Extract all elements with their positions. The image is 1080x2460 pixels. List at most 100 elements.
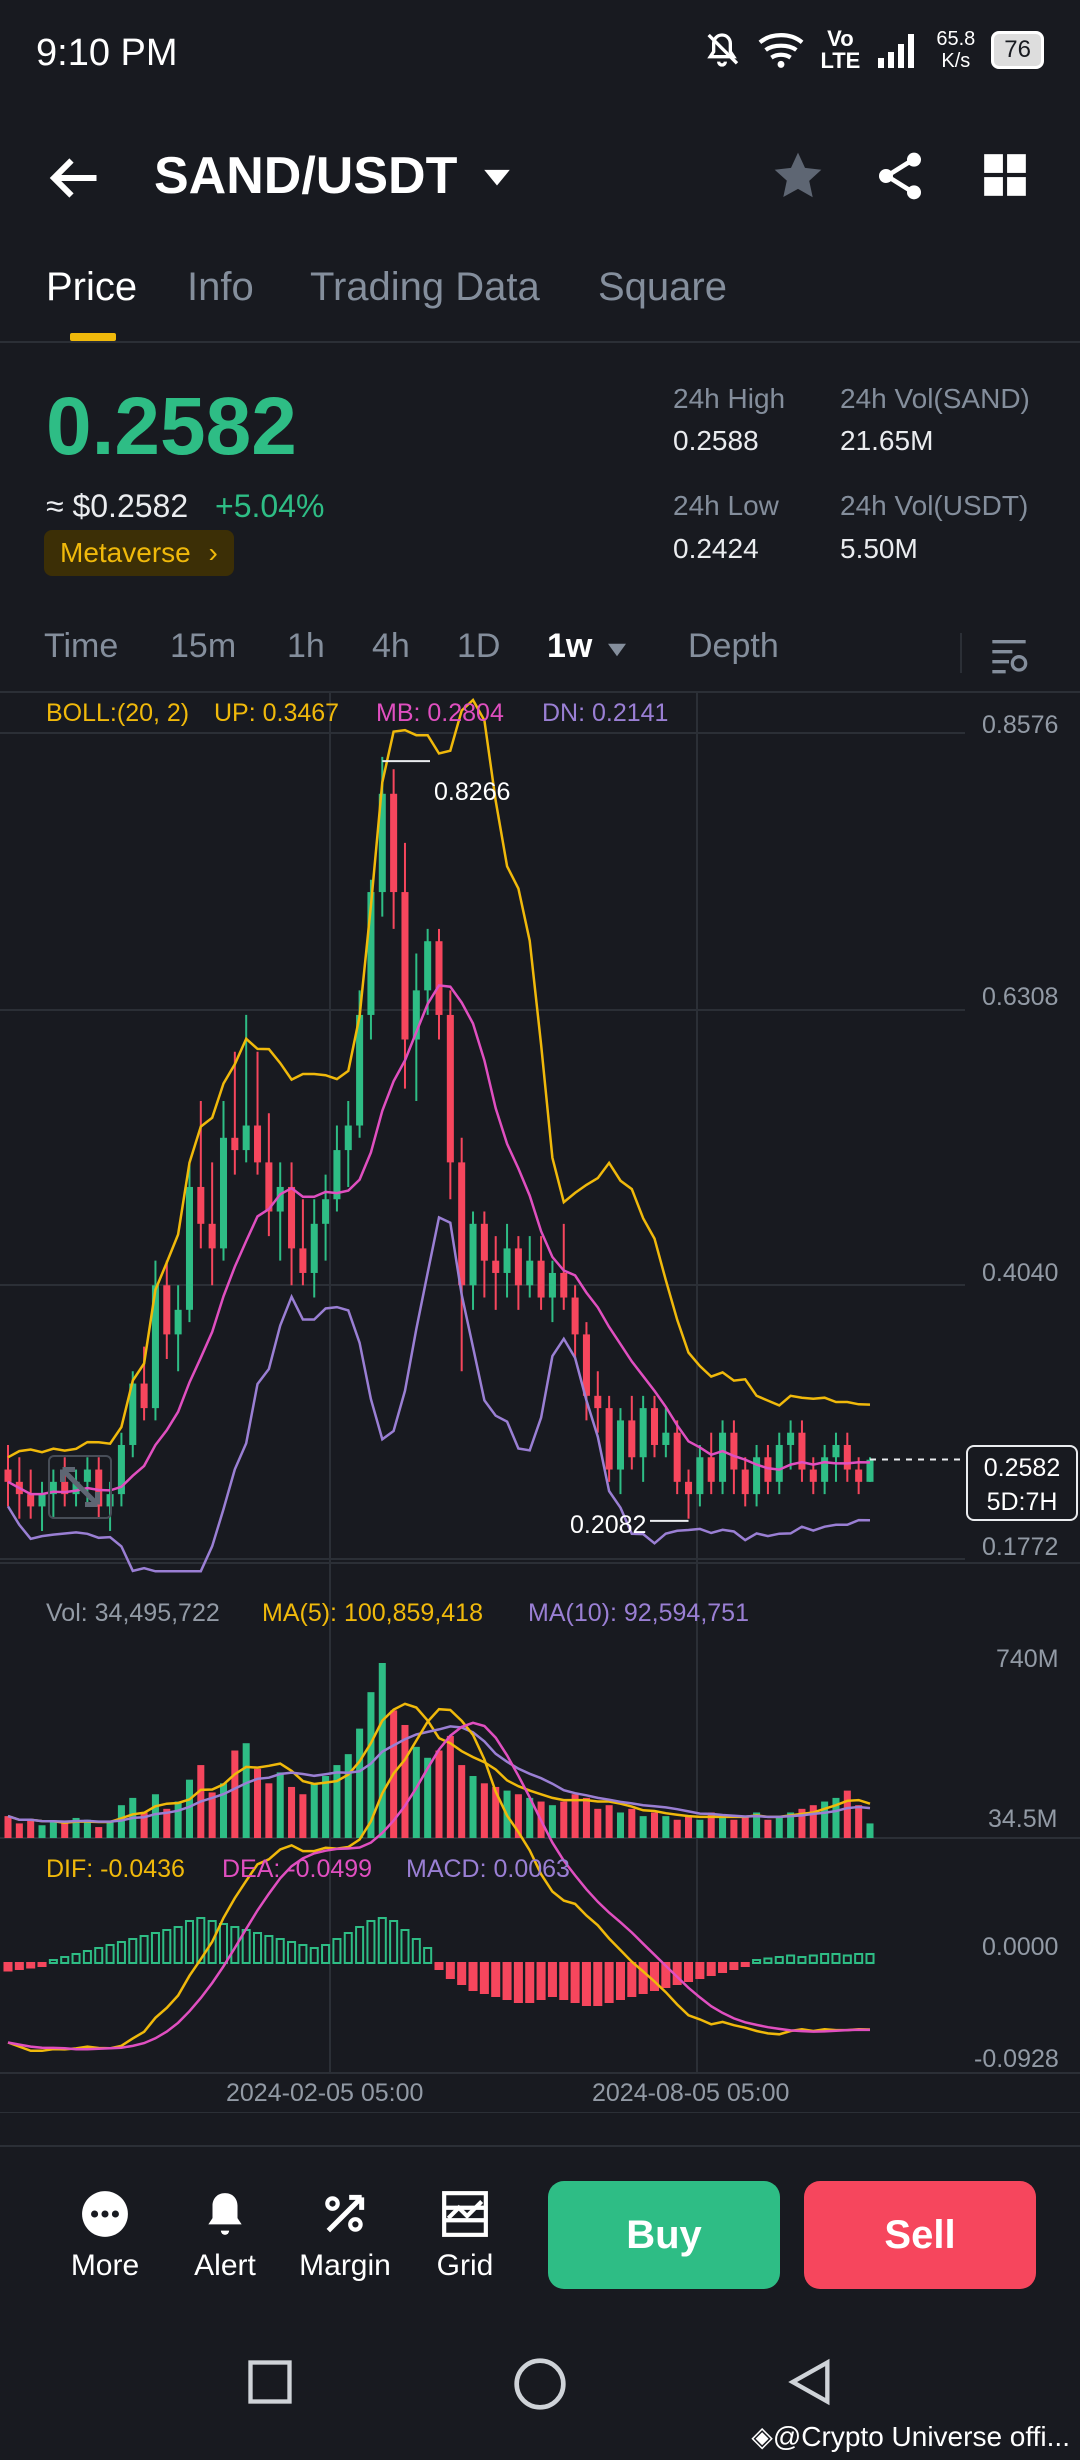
macd-histogram-bar bbox=[491, 1962, 501, 1997]
interval-caret-icon[interactable] bbox=[606, 641, 628, 659]
volume-bar bbox=[526, 1797, 534, 1838]
boll-up: UP: 0.3467 bbox=[214, 699, 340, 727]
volume-bar bbox=[49, 1821, 57, 1838]
macd-histogram-bar bbox=[173, 1926, 183, 1964]
macd-histogram-bar bbox=[366, 1920, 376, 1964]
macd-histogram-bar bbox=[377, 1917, 387, 1964]
grid-menu-icon[interactable] bbox=[980, 150, 1030, 200]
vol-quote-value: 5.50M bbox=[840, 533, 918, 564]
candle-body bbox=[469, 1223, 477, 1286]
watermark-text: @Crypto Universe offi... bbox=[772, 2421, 1070, 2452]
tab-price[interactable]: Price bbox=[46, 265, 138, 309]
candle-body bbox=[571, 1297, 579, 1335]
macd-histogram-bar bbox=[536, 1962, 546, 2000]
volume-bar bbox=[265, 1783, 273, 1838]
volume-bar bbox=[696, 1819, 704, 1838]
volume-bar bbox=[242, 1743, 250, 1838]
interval-depth[interactable]: Depth bbox=[688, 627, 779, 665]
volume-bar bbox=[832, 1797, 840, 1838]
low-marker: 0.2082 bbox=[570, 1511, 647, 1539]
candle-body bbox=[741, 1469, 749, 1495]
share-icon[interactable] bbox=[872, 148, 928, 204]
volume-bar bbox=[254, 1768, 262, 1838]
buy-button[interactable]: Buy bbox=[548, 2181, 780, 2289]
macd-histogram-bar bbox=[718, 1962, 728, 1973]
grid-label: Grid bbox=[436, 2249, 494, 2282]
grid-trading-icon bbox=[442, 2191, 488, 2237]
grid-button[interactable]: Grid bbox=[410, 2189, 520, 2283]
back-arrow-icon[interactable] bbox=[44, 148, 104, 208]
volume-bar bbox=[809, 1805, 817, 1838]
volume-bar bbox=[140, 1812, 148, 1838]
volume-bar bbox=[435, 1750, 443, 1838]
macd-histogram-bar bbox=[3, 1962, 13, 1972]
macd-histogram-bar bbox=[139, 1935, 149, 1964]
pair-title[interactable]: SAND/USDT bbox=[154, 147, 458, 205]
candle-body bbox=[719, 1432, 727, 1482]
macd-histogram-bar bbox=[400, 1929, 410, 1964]
candle-body bbox=[367, 892, 375, 1015]
more-label: More bbox=[70, 2249, 140, 2282]
interval-1w[interactable]: 1w bbox=[547, 627, 593, 665]
margin-button[interactable]: Margin bbox=[290, 2189, 400, 2283]
boll-dn: DN: 0.2141 bbox=[542, 699, 669, 727]
kline-chart[interactable]: BOLL:(20, 2) UP: 0.3467 MB: 0.2804 DN: 0… bbox=[0, 693, 1080, 2113]
macd-histogram-bar bbox=[808, 1954, 818, 1964]
battery-icon: 76 bbox=[991, 31, 1044, 69]
tab-info[interactable]: Info bbox=[187, 265, 254, 309]
category-tag[interactable]: Metaverse › bbox=[44, 530, 234, 576]
candle-body bbox=[219, 1137, 228, 1249]
candle-body bbox=[49, 1481, 57, 1495]
alert-button[interactable]: Alert bbox=[170, 2189, 280, 2283]
macd-dif: DIF: -0.0436 bbox=[46, 1855, 185, 1883]
macd-histogram-bar bbox=[786, 1954, 796, 1964]
macd-histogram-bar bbox=[865, 1953, 875, 1964]
macd-histogram-bar bbox=[763, 1957, 773, 1964]
candle-body bbox=[412, 990, 420, 1040]
volume-bar bbox=[72, 1817, 80, 1838]
candle-body bbox=[72, 1481, 80, 1495]
tab-trading-data[interactable]: Trading Data bbox=[310, 265, 540, 309]
tab-square[interactable]: Square bbox=[598, 265, 727, 309]
volume-bar bbox=[492, 1786, 500, 1838]
volume-bar bbox=[151, 1794, 159, 1838]
caret-down-icon[interactable] bbox=[480, 160, 514, 194]
candle-body bbox=[151, 1285, 159, 1409]
candle-body bbox=[730, 1432, 738, 1470]
price-tick-1: 0.6308 bbox=[982, 983, 1059, 1011]
macd-histogram-bar bbox=[604, 1962, 614, 2003]
volume-bar bbox=[730, 1819, 738, 1838]
macd-histogram-bar bbox=[218, 1923, 229, 1964]
watermark: ◈@Crypto Universe offi... bbox=[751, 2420, 1070, 2453]
macd-histogram-bar bbox=[162, 1929, 172, 1964]
macd-histogram-bar bbox=[638, 1962, 648, 1994]
margin-label: Margin bbox=[299, 2249, 391, 2282]
macd-histogram-bar bbox=[525, 1962, 535, 2003]
candle-body bbox=[492, 1260, 500, 1273]
recents-icon[interactable] bbox=[244, 2356, 296, 2408]
macd-histogram-bar bbox=[468, 1962, 478, 1991]
last-price: 0.2582 bbox=[46, 381, 297, 472]
macd-histogram-bar bbox=[264, 1935, 274, 1964]
macd-histogram-bar bbox=[649, 1962, 660, 1991]
interval-time[interactable]: Time bbox=[44, 627, 119, 665]
price-change: +5.04% bbox=[215, 488, 325, 524]
volume-ma10-line bbox=[7, 1725, 871, 1823]
macd-histogram-bar bbox=[854, 1953, 864, 1964]
interval-4h[interactable]: 4h bbox=[372, 627, 410, 665]
more-button[interactable]: More bbox=[50, 2189, 160, 2283]
interval-1d[interactable]: 1D bbox=[457, 627, 501, 665]
interval-1h[interactable]: 1h bbox=[287, 627, 325, 665]
macd-histogram-bar bbox=[502, 1962, 512, 2000]
chart-settings-icon[interactable] bbox=[988, 635, 1030, 675]
sell-button[interactable]: Sell bbox=[804, 2181, 1036, 2289]
back-nav-icon[interactable] bbox=[784, 2356, 836, 2408]
star-icon[interactable] bbox=[770, 148, 826, 204]
macd-histogram-bar bbox=[48, 1959, 58, 1964]
home-icon[interactable] bbox=[512, 2356, 568, 2412]
interval-15m[interactable]: 15m bbox=[170, 627, 237, 665]
fullscreen-button[interactable] bbox=[48, 1455, 112, 1519]
candle-body bbox=[174, 1309, 182, 1335]
volume-bar bbox=[333, 1765, 341, 1838]
macd-histogram-bar bbox=[60, 1956, 70, 1964]
